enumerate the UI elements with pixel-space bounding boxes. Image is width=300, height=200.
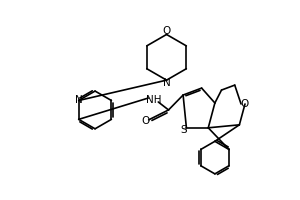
Text: NH: NH [146,95,161,105]
Text: N: N [163,78,170,88]
Text: S: S [180,125,187,135]
Text: O: O [141,116,149,126]
Text: O: O [162,26,171,36]
Text: O: O [240,99,248,109]
Text: N: N [75,95,83,105]
